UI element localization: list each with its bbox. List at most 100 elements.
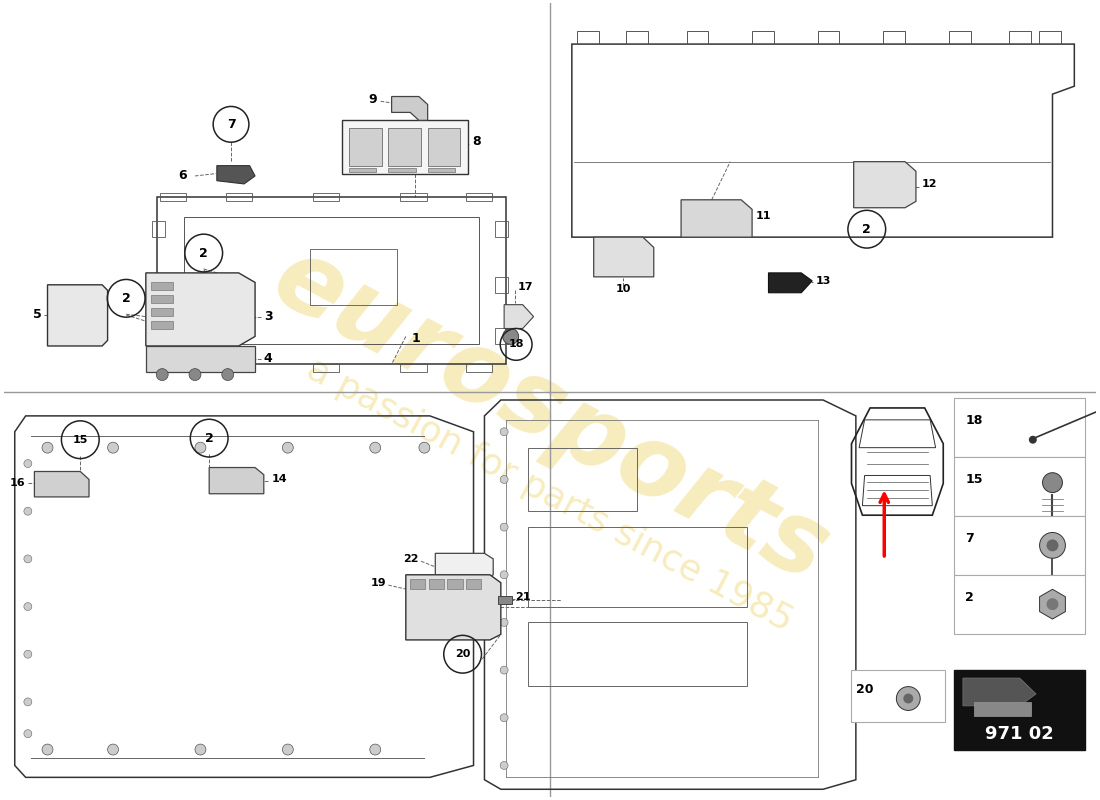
Polygon shape [466,578,481,589]
Text: 21: 21 [515,592,530,602]
Polygon shape [349,168,376,172]
Circle shape [283,442,294,453]
Circle shape [370,744,381,755]
Polygon shape [974,702,1031,716]
Text: 2: 2 [122,292,131,305]
Polygon shape [681,200,752,237]
Polygon shape [392,97,428,120]
Circle shape [42,744,53,755]
Polygon shape [428,128,461,166]
Circle shape [108,744,119,755]
Text: 2: 2 [862,222,871,236]
Circle shape [500,666,508,674]
Text: 5: 5 [33,309,42,322]
Circle shape [195,442,206,453]
Polygon shape [504,305,534,329]
Polygon shape [217,166,255,184]
Text: 971 02: 971 02 [986,725,1054,742]
Circle shape [222,369,233,381]
Polygon shape [962,678,1036,706]
Polygon shape [34,471,89,497]
Circle shape [500,523,508,531]
Circle shape [903,694,913,703]
Text: 6: 6 [178,170,187,182]
Polygon shape [429,578,444,589]
Polygon shape [152,295,173,303]
Polygon shape [152,282,173,290]
Circle shape [24,698,32,706]
Polygon shape [954,457,1086,516]
Polygon shape [406,574,500,640]
Text: 8: 8 [472,135,481,148]
Text: 7: 7 [965,532,974,545]
Polygon shape [851,670,945,722]
Circle shape [1028,436,1037,444]
Text: 1: 1 [411,331,420,345]
Text: eurosports: eurosports [256,229,844,602]
Text: 16: 16 [10,478,25,489]
Polygon shape [388,168,416,172]
Circle shape [1046,539,1058,551]
Polygon shape [410,578,426,589]
Text: 4: 4 [264,352,273,365]
Text: 11: 11 [756,210,771,221]
Circle shape [500,428,508,436]
Circle shape [24,555,32,563]
Circle shape [500,475,508,483]
Polygon shape [152,321,173,329]
Polygon shape [954,574,1086,634]
Circle shape [500,618,508,626]
Text: 17: 17 [517,282,532,292]
Text: a passion for parts since 1985: a passion for parts since 1985 [301,352,799,638]
Circle shape [195,744,206,755]
Text: 18: 18 [508,339,524,350]
Polygon shape [209,467,264,494]
Text: 2: 2 [965,590,974,604]
Polygon shape [954,670,1086,750]
Text: 14: 14 [272,474,287,485]
Polygon shape [854,162,916,208]
Circle shape [42,442,53,453]
Circle shape [156,369,168,381]
Polygon shape [954,398,1086,457]
Circle shape [24,507,32,515]
Text: 18: 18 [965,414,982,427]
Circle shape [419,442,430,453]
Polygon shape [146,273,255,346]
Polygon shape [497,596,512,604]
Text: 15: 15 [73,434,88,445]
Polygon shape [342,120,469,174]
Circle shape [503,329,518,344]
Text: 22: 22 [404,554,419,564]
Circle shape [24,602,32,610]
Text: 12: 12 [922,179,937,189]
Circle shape [1040,533,1066,558]
Polygon shape [954,516,1086,574]
Text: 9: 9 [368,93,377,106]
Polygon shape [428,168,455,172]
Circle shape [24,730,32,738]
Polygon shape [152,308,173,316]
Text: 20: 20 [455,650,471,659]
Text: 20: 20 [856,683,873,696]
Text: 3: 3 [264,310,273,323]
Circle shape [108,442,119,453]
Text: 2: 2 [199,246,208,259]
Circle shape [896,686,921,710]
Text: 19: 19 [371,578,386,588]
Polygon shape [349,128,382,166]
Circle shape [24,459,32,467]
Text: 7: 7 [227,118,235,131]
Polygon shape [436,554,493,581]
Polygon shape [594,237,653,277]
Circle shape [189,369,201,381]
Text: 10: 10 [616,284,631,294]
Polygon shape [448,578,463,589]
Polygon shape [146,346,255,372]
Circle shape [500,571,508,578]
Polygon shape [47,285,108,346]
Circle shape [283,744,294,755]
Text: 2: 2 [205,432,213,445]
Polygon shape [388,128,421,166]
Circle shape [1046,598,1058,610]
